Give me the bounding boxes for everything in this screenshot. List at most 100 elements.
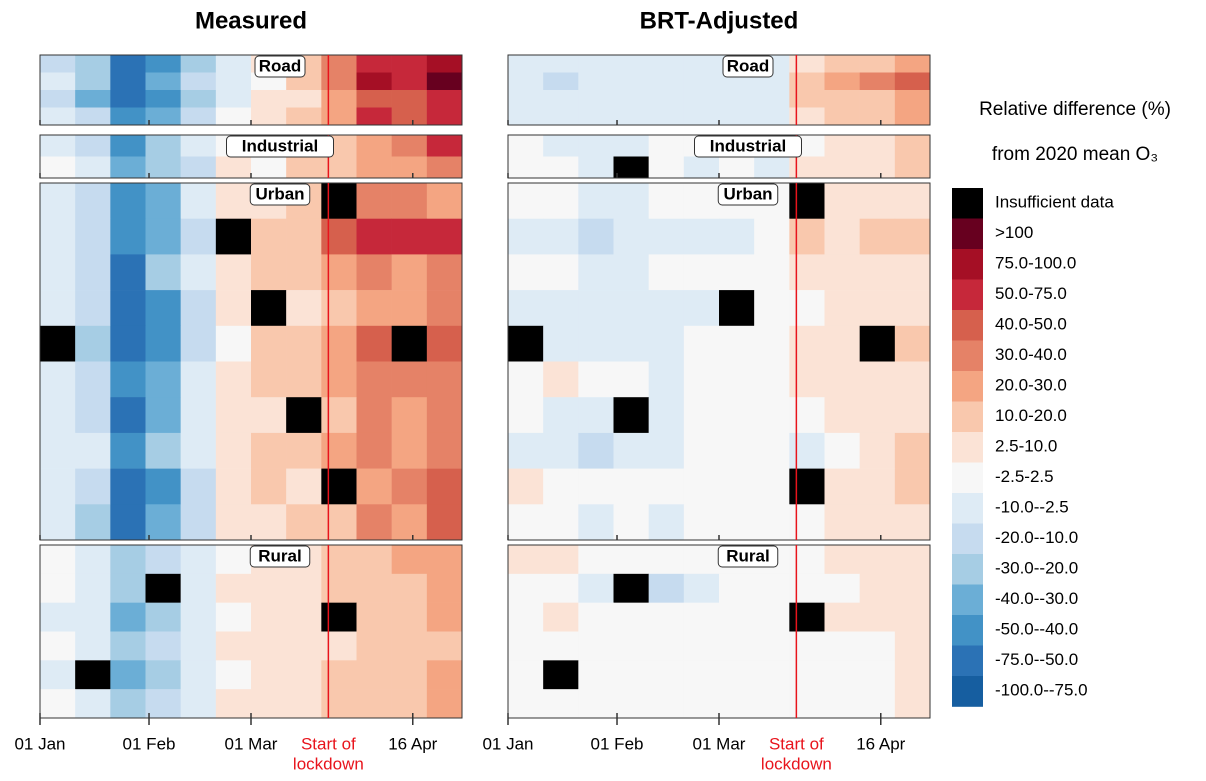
- heat-cell: [543, 573, 579, 603]
- heat-cell: [110, 107, 146, 126]
- legend-swatch: [952, 218, 983, 250]
- heat-cell: [356, 55, 392, 73]
- heat-cell: [789, 602, 825, 632]
- heat-cell: [286, 573, 322, 603]
- heat-cell: [754, 660, 790, 690]
- heat-cell: [40, 254, 76, 291]
- heat-cell: [719, 602, 755, 632]
- heat-cell: [859, 254, 896, 291]
- heat-cell: [824, 183, 860, 219]
- heat-cell: [789, 72, 825, 91]
- heat-cell: [859, 156, 896, 179]
- heat-cell: [321, 432, 357, 469]
- heat-cell: [719, 325, 755, 362]
- heat-cell: [613, 689, 649, 719]
- heat-cell: [613, 218, 649, 255]
- heat-cell: [578, 573, 614, 603]
- legend-label: 2.5-10.0: [995, 437, 1057, 456]
- heat-cell: [426, 602, 463, 632]
- heat-cell: [859, 218, 896, 255]
- heat-cell: [859, 602, 896, 632]
- legend-swatch: [952, 401, 983, 433]
- heat-cell: [859, 290, 896, 327]
- heat-cell: [683, 90, 720, 108]
- legend-label: -100.0--75.0: [995, 681, 1088, 700]
- heat-cell: [648, 602, 685, 632]
- heat-cell: [75, 156, 111, 179]
- heat-cell: [578, 107, 614, 126]
- heat-cell: [426, 361, 463, 398]
- heat-cell: [145, 325, 181, 362]
- heat-cell: [894, 573, 931, 603]
- heat-cell: [719, 156, 755, 179]
- heat-cell: [754, 90, 790, 108]
- heat-cell: [719, 504, 755, 541]
- heat-cell: [75, 397, 111, 434]
- heat-cell: [180, 325, 217, 362]
- heat-cell: [613, 90, 649, 108]
- heat-cell: [719, 573, 755, 603]
- heat-cell: [356, 689, 392, 719]
- legend-label: 50.0-75.0: [995, 284, 1067, 303]
- heat-cell: [215, 689, 252, 719]
- heat-cell: [40, 290, 76, 327]
- heat-cell: [508, 218, 544, 255]
- heat-cell: [321, 107, 357, 126]
- heat-cell: [40, 90, 76, 108]
- heat-cell: [613, 573, 649, 603]
- heat-cell: [145, 545, 181, 575]
- heat-cell: [391, 72, 428, 91]
- heat-cell: [356, 545, 392, 575]
- heat-cell: [215, 218, 252, 255]
- heat-cell: [180, 432, 217, 469]
- panel-label-box: [717, 545, 779, 568]
- heat-cell: [613, 468, 649, 505]
- heat-cell: [894, 90, 931, 108]
- heat-cell: [824, 90, 860, 108]
- heat-cell: [251, 254, 287, 291]
- heat-cell: [683, 432, 720, 469]
- heat-cell: [578, 183, 614, 219]
- heat-cell: [251, 631, 287, 661]
- heat-cell: [110, 631, 146, 661]
- heat-cell: [40, 218, 76, 255]
- heat-cell: [356, 432, 392, 469]
- heat-cell: [824, 55, 860, 73]
- heat-cell: [859, 361, 896, 398]
- heat-cell: [683, 107, 720, 126]
- heat-cell: [110, 689, 146, 719]
- heat-cell: [145, 573, 181, 603]
- legend-label: -30.0--20.0: [995, 559, 1078, 578]
- heat-cell: [789, 254, 825, 291]
- heat-cell: [543, 90, 579, 108]
- heat-cell: [543, 325, 579, 362]
- heat-cell: [145, 468, 181, 505]
- heat-cell: [145, 107, 181, 126]
- x-tick-label: 01 Mar: [225, 734, 278, 753]
- heat-cell: [75, 689, 111, 719]
- panel-label: Road: [259, 56, 302, 75]
- heat-cell: [789, 545, 825, 575]
- heat-cell: [719, 631, 755, 661]
- heat-cell: [110, 156, 146, 179]
- heat-cell: [251, 689, 287, 719]
- heat-cell: [40, 325, 76, 362]
- legend-label: 75.0-100.0: [995, 254, 1076, 273]
- legend-label: 40.0-50.0: [995, 315, 1067, 334]
- heat-cell: [75, 602, 111, 632]
- heat-cell: [75, 432, 111, 469]
- heat-cell: [215, 545, 252, 575]
- heat-cell: [40, 183, 76, 219]
- heat-cell: [426, 631, 463, 661]
- heat-cell: [543, 290, 579, 327]
- heat-cell: [145, 218, 181, 255]
- heat-cell: [543, 135, 579, 157]
- heat-cell: [426, 504, 463, 541]
- heat-cell: [543, 432, 579, 469]
- heat-cell: [145, 504, 181, 541]
- heat-cell: [426, 135, 463, 157]
- heat-cell: [40, 55, 76, 73]
- x-tick-label: 01 Jan: [482, 734, 533, 753]
- heat-cell: [321, 90, 357, 108]
- heat-cell: [75, 107, 111, 126]
